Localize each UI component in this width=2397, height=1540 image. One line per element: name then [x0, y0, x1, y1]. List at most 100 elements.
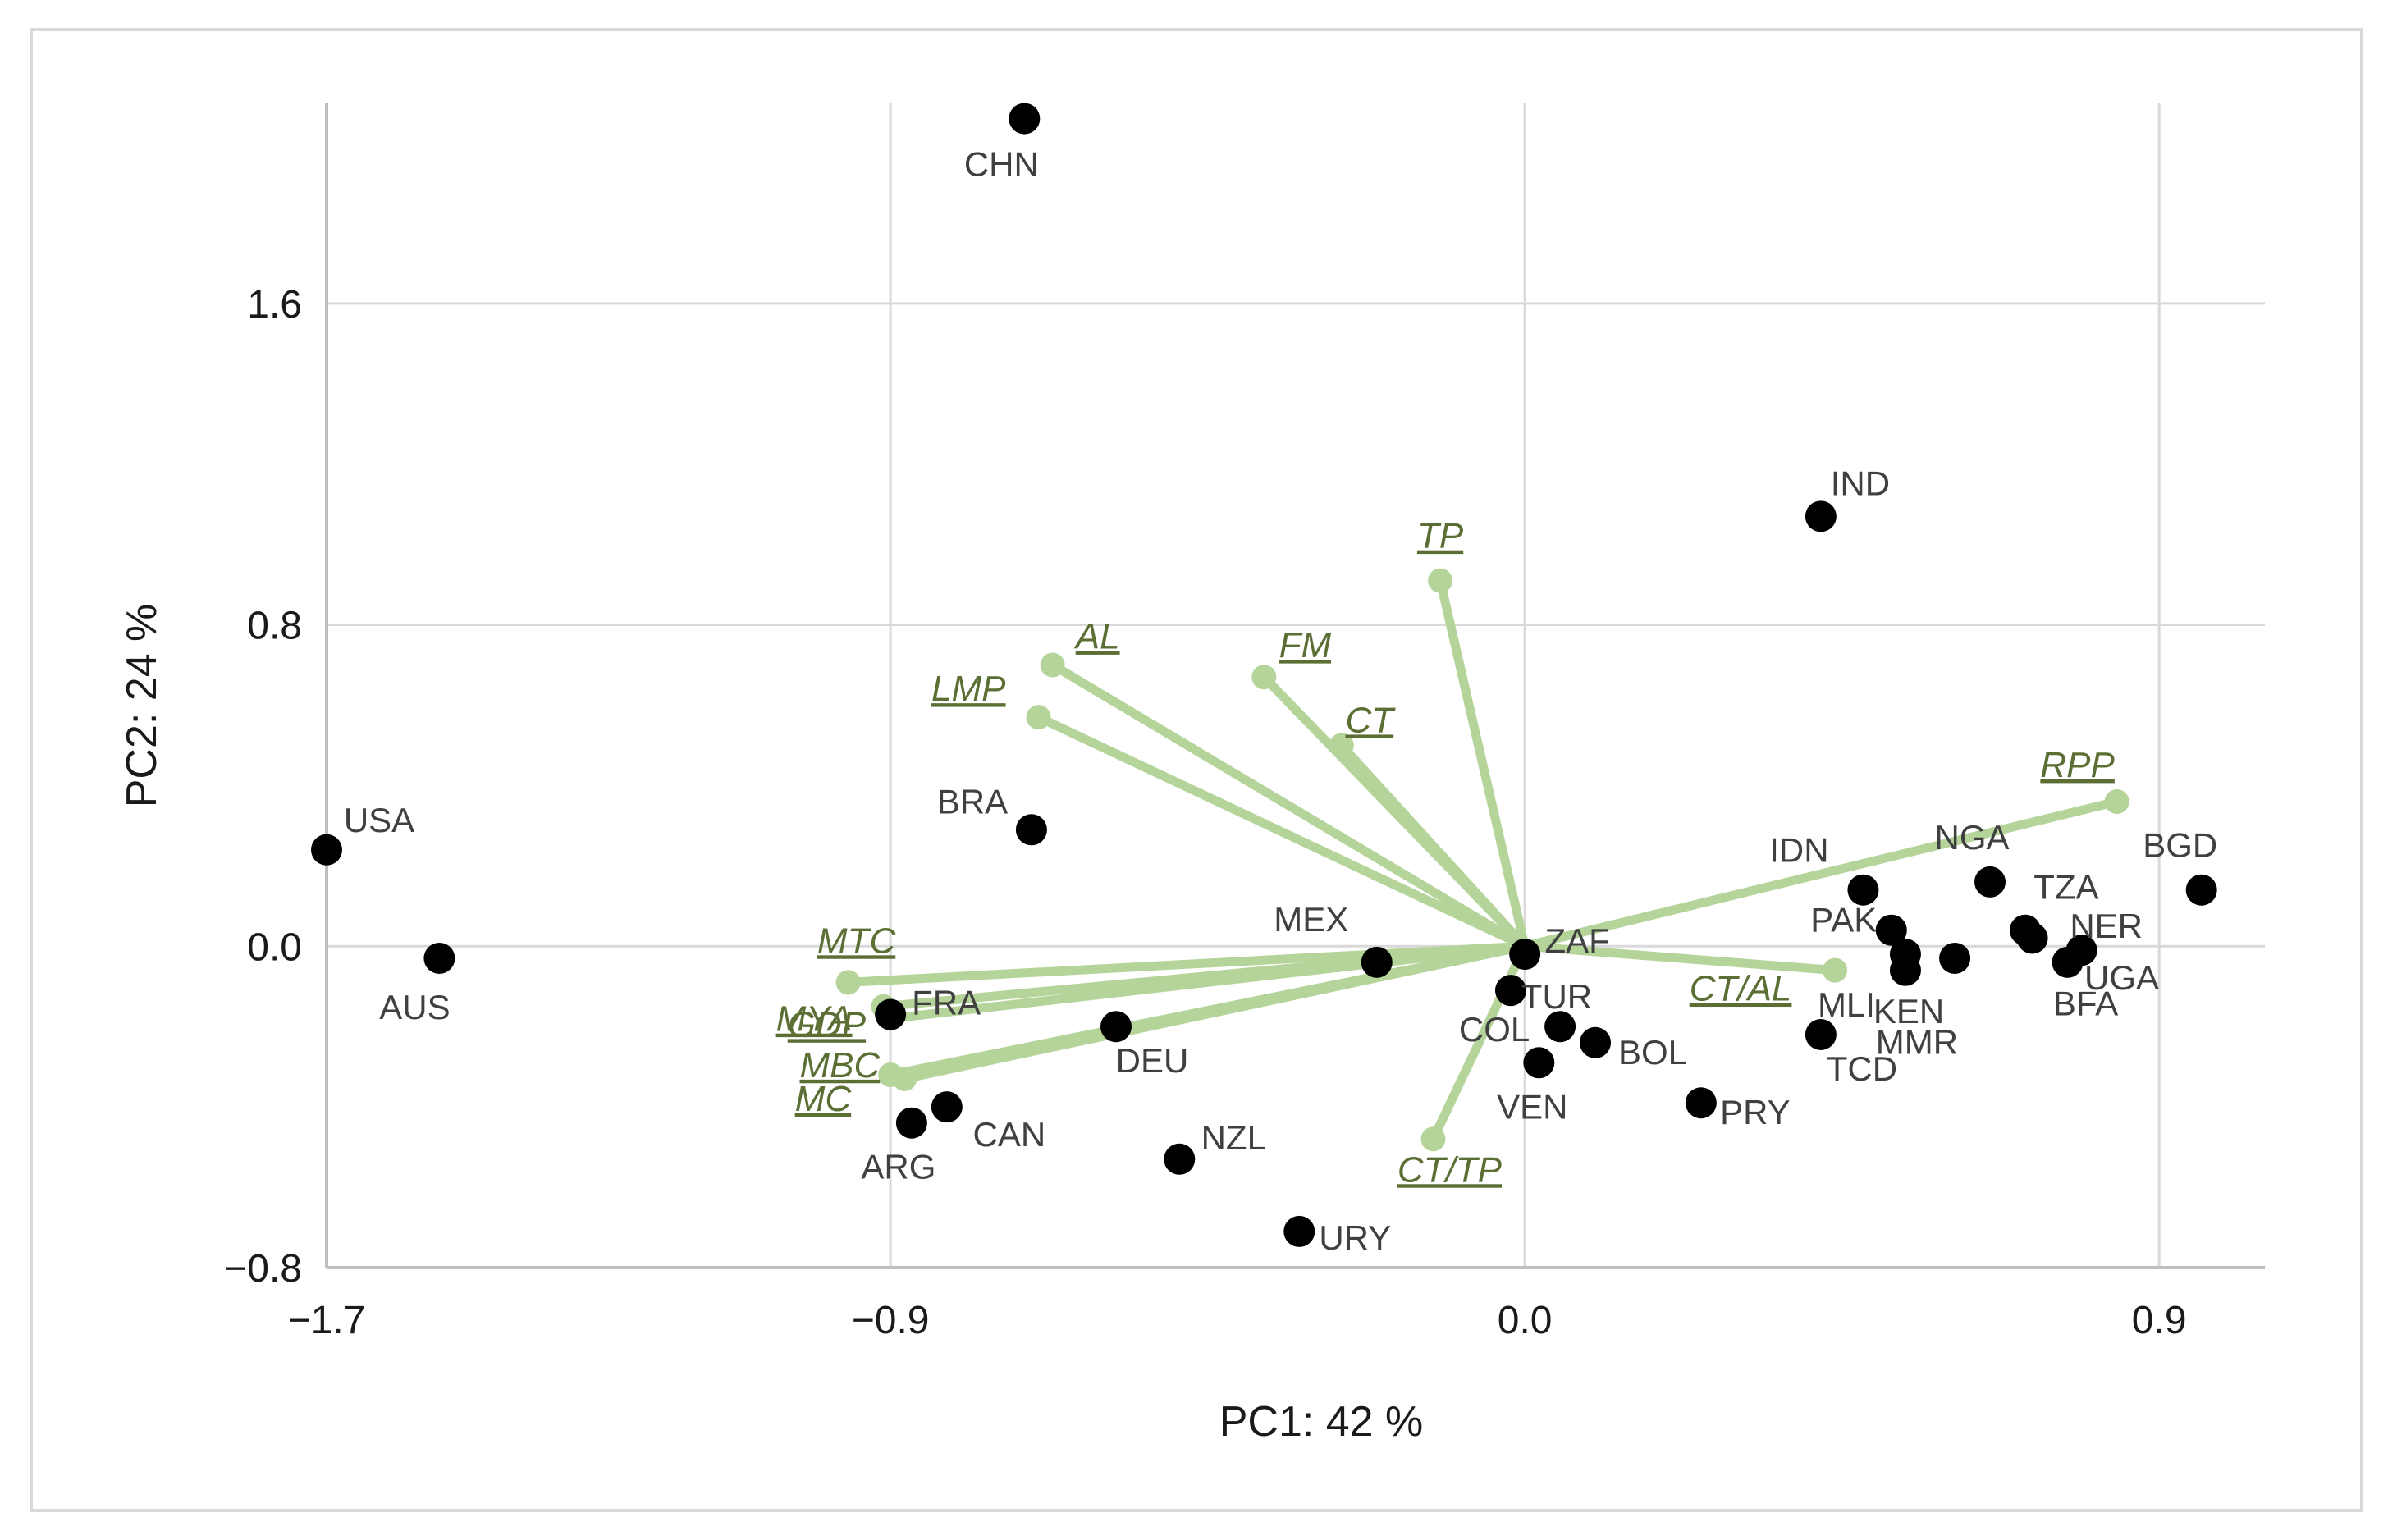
- point-label-fra: FRA: [912, 984, 981, 1022]
- point-label-idn: IDN: [1769, 831, 1828, 870]
- loading-tip-lmp: [1026, 705, 1051, 730]
- loading-label-mc: MC: [795, 1079, 853, 1119]
- point-chn: [1009, 103, 1041, 135]
- x-tick-label: −1.7: [288, 1299, 366, 1342]
- point-col: [1544, 1011, 1576, 1043]
- loading-label-ct: CT: [1346, 700, 1397, 740]
- point-zaf: [1509, 939, 1541, 971]
- point-aus: [423, 942, 455, 974]
- point-label-tcd: TCD: [1827, 1049, 1897, 1088]
- point-bgd: [2185, 874, 2217, 906]
- point-usa: [311, 834, 342, 866]
- loading-label-ct-al: CT/AL: [1690, 969, 1792, 1009]
- point-label-col: COL: [1459, 1010, 1530, 1049]
- loading-vector-mc: [885, 941, 1530, 1080]
- loading-label-gdp: GDP: [788, 1004, 867, 1044]
- point-label-usa: USA: [344, 801, 414, 839]
- point-uga: [2052, 946, 2084, 978]
- loading-vector-gdp: [885, 941, 1530, 1023]
- point-mex: [1361, 946, 1393, 978]
- x-axis-title: PC1: 42 %: [1219, 1398, 1424, 1446]
- point-label-bfa: BFA: [2053, 984, 2118, 1022]
- point-label-mex: MEX: [1274, 900, 1348, 939]
- loading-vector-rpp: [1520, 797, 2122, 951]
- loading-label-tp: TP: [1417, 516, 1464, 556]
- loading-label-mbc: MBC: [800, 1045, 881, 1085]
- point-mmr: [1889, 954, 1921, 986]
- point-bra: [1015, 814, 1047, 846]
- point-tur: [1494, 975, 1526, 1007]
- loading-tip-rpp: [2104, 789, 2129, 814]
- point-fra: [875, 998, 907, 1030]
- point-bfa: [2016, 922, 2048, 954]
- point-label-ind: IND: [1831, 464, 1890, 502]
- point-deu: [1100, 1011, 1132, 1043]
- point-label-deu: DEU: [1116, 1041, 1189, 1080]
- loading-tip-fm: [1251, 665, 1277, 690]
- point-label-chn: CHN: [964, 145, 1039, 184]
- point-nga: [1974, 866, 2006, 898]
- loading-vector-al: [1048, 660, 1530, 951]
- loading-label-ct-tp: CT/TP: [1397, 1149, 1503, 1190]
- point-label-ken: KEN: [1873, 992, 1944, 1030]
- loading-tip-ct: [1329, 733, 1354, 758]
- grid-lines: [327, 103, 2265, 1268]
- y-tick-label: 0.0: [247, 925, 302, 969]
- point-label-bol: BOL: [1618, 1033, 1687, 1072]
- point-label-ner: NER: [2070, 907, 2143, 945]
- y-tick-label: 0.8: [247, 605, 302, 648]
- point-tcd: [1805, 1019, 1837, 1050]
- loading-tip-ct-tp: [1420, 1126, 1446, 1152]
- point-label-arg: ARG: [861, 1148, 935, 1186]
- country-points: [311, 103, 2217, 1247]
- point-ken: [1939, 942, 1971, 974]
- loading-vector-ct: [1337, 740, 1530, 951]
- loading-label-fm: FM: [1279, 625, 1332, 665]
- loading-vector-mtc: [844, 941, 1530, 987]
- y-tick-label: −0.8: [224, 1247, 302, 1291]
- point-label-tza: TZA: [2033, 868, 2098, 907]
- point-arg: [895, 1107, 927, 1139]
- point-label-tur: TUR: [1521, 977, 1592, 1016]
- point-label-mmr: MMR: [1876, 1023, 1958, 1062]
- point-pak: [1875, 914, 1907, 946]
- loading-tip-al: [1040, 652, 1065, 678]
- point-pry: [1685, 1087, 1717, 1119]
- loading-vector-ct-al: [1520, 941, 1840, 976]
- loading-label-rpp: RPP: [2040, 745, 2115, 785]
- point-label-aus: AUS: [379, 988, 450, 1026]
- point-label-ury: URY: [1319, 1218, 1391, 1257]
- point-label-pak: PAK: [1810, 901, 1877, 939]
- point-label-zaf: ZAF: [1544, 921, 1609, 960]
- point-label-uga: UGA: [2084, 958, 2159, 997]
- y-tick-label: 1.6: [247, 283, 302, 327]
- point-nzl: [1164, 1143, 1196, 1175]
- chart-frame: [30, 28, 2363, 1512]
- point-ven: [1523, 1047, 1555, 1079]
- point-label-bra: BRA: [937, 782, 1008, 820]
- point-label-nga: NGA: [1935, 818, 2010, 857]
- point-label-bgd: BGD: [2143, 826, 2217, 865]
- point-label-mli: MLI: [1818, 985, 1875, 1024]
- loading-tip-tp: [1428, 568, 1453, 593]
- loading-vectors: [835, 568, 2129, 1152]
- axes: −0.8 0.0 0.8 1.6 −1.7 −0.9 0.0 0.9: [224, 103, 2265, 1342]
- y-axis-title: PC2: 24 %: [118, 604, 166, 808]
- loading-label-mya: MYA: [776, 999, 853, 1040]
- point-label-nzl: NZL: [1201, 1118, 1266, 1157]
- point-ind: [1805, 500, 1837, 532]
- loading-vector-tp: [1435, 576, 1530, 951]
- loading-tip-ct-al: [1823, 957, 1848, 983]
- x-tick-label: 0.9: [2132, 1299, 2187, 1342]
- point-label-can: CAN: [972, 1115, 1045, 1154]
- x-tick-label: −0.9: [852, 1299, 930, 1342]
- loading-label-al: AL: [1073, 617, 1120, 657]
- point-can: [931, 1091, 963, 1123]
- point-bol: [1580, 1026, 1612, 1058]
- loading-label-mtc: MTC: [817, 921, 897, 961]
- point-idn: [1847, 874, 1879, 906]
- point-label-pry: PRY: [1720, 1093, 1791, 1131]
- x-tick-label: 0.0: [1498, 1299, 1553, 1342]
